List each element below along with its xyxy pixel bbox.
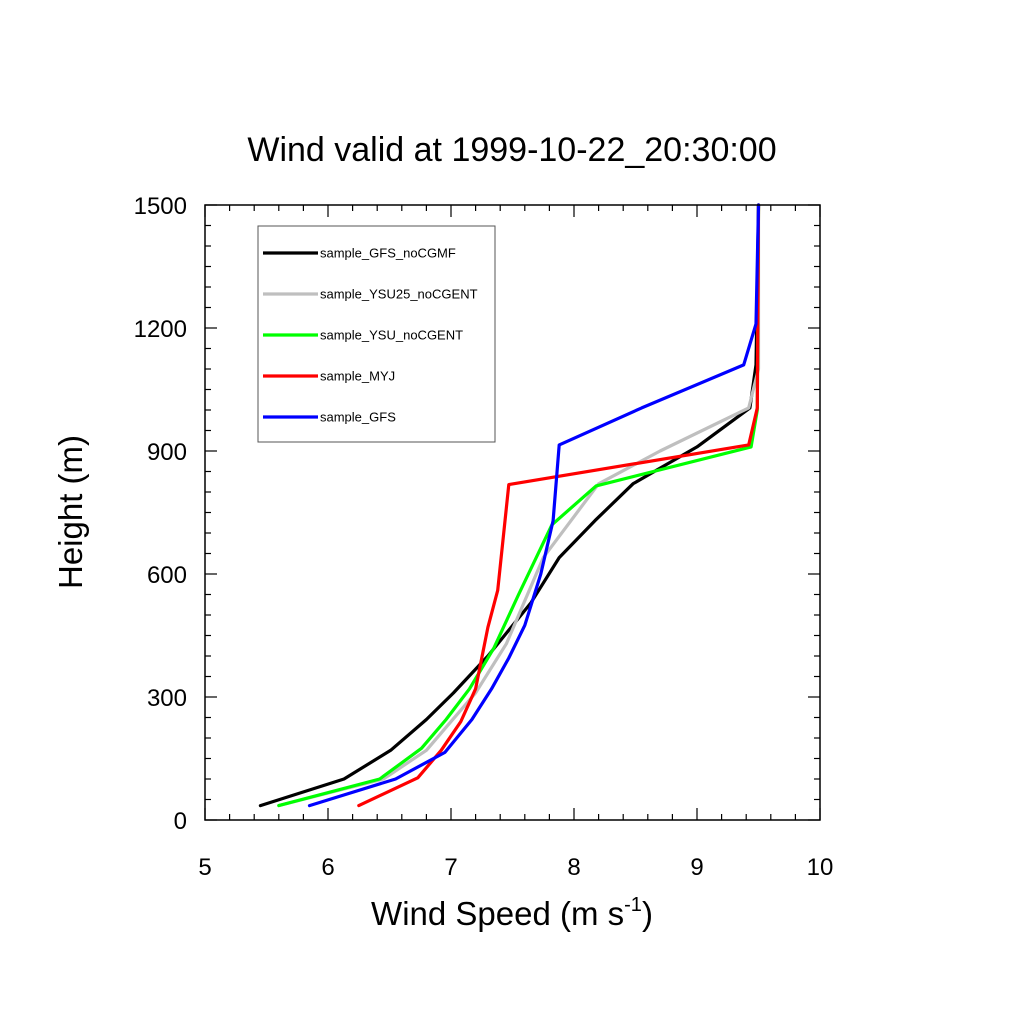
x-tick-label: 6 [321,854,334,881]
y-tick-label: 1200 [134,316,187,343]
y-axis-label: Height (m) [52,435,89,589]
series-line-0 [258,203,761,808]
series-line-1 [277,203,761,808]
axis-ticks [204,204,821,821]
legend-label-2: sample_YSU_noCGENT [320,328,463,343]
x-tick-label: 10 [807,854,834,881]
y-tick-label: 1500 [134,193,187,220]
y-tick-label: 0 [174,808,187,835]
x-axis-label-text: Wind Speed (m s [371,895,624,932]
legend: sample_GFS_noCGMF sample_YSU25_noCGENTsam… [257,225,496,443]
x-axis-label-close: ) [642,895,653,932]
series-line-4 [307,203,761,808]
x-axis-label-superscript: -1 [624,894,642,916]
legend-label-3: sample_MYJ [320,369,395,384]
legend-label-4: sample_GFS [320,410,396,425]
legend-label-1: sample_YSU25_noCGENT [320,287,478,302]
plot-lines [258,203,761,808]
tick-labels: 5 6 7 8 9 10 0 300 600 900 1200 1500 [134,193,834,881]
y-tick-label: 600 [147,562,187,589]
x-tick-label: 9 [690,854,703,881]
y-tick-label: 900 [147,439,187,466]
x-tick-label: 5 [198,854,211,881]
x-axis-label: Wind Speed (m s-1) [371,894,653,932]
legend-label-0: sample_GFS_noCGMF [320,246,456,261]
x-tick-label: 8 [567,854,580,881]
chart-title: Wind valid at 1999-10-22_20:30:00 [247,131,776,169]
y-tick-label: 300 [147,685,187,712]
x-tick-label: 7 [444,854,457,881]
series-line-2 [277,203,761,808]
